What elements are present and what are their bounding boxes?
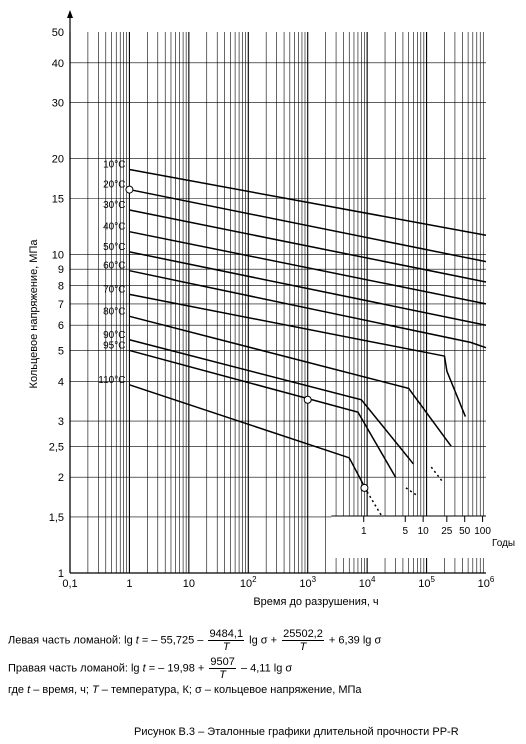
series-label: 50°C — [103, 242, 125, 253]
series-line — [129, 251, 487, 326]
series-line — [129, 349, 397, 478]
series-line — [129, 339, 414, 465]
y-tick-label: 1,5 — [49, 512, 64, 524]
y-tick-label: 3 — [58, 416, 64, 428]
axes — [67, 10, 486, 574]
y-tick-label: 6 — [58, 320, 64, 332]
series-label: 70°C — [103, 284, 125, 295]
series-label: 40°C — [103, 222, 125, 233]
y-tick-label: 15 — [52, 193, 64, 205]
extrapolation-line — [366, 491, 386, 523]
y-axis-label: Кольцевое напряжение, МПа — [28, 239, 40, 389]
formula-where-T: T — [91, 684, 99, 696]
series-line — [129, 269, 487, 349]
formula-right-part2: – 4,11 lg σ — [237, 662, 293, 675]
x-tick-label: 106 — [478, 575, 495, 590]
data-marker — [303, 395, 312, 404]
y-tick-label: 10 — [52, 250, 64, 262]
series-label: 60°C — [103, 261, 125, 272]
y-tick-label: 5 — [58, 345, 64, 357]
series-line — [129, 209, 487, 283]
series-line — [129, 230, 487, 305]
years-tick-label: 50 — [459, 526, 471, 537]
years-tick-label: 100 — [474, 526, 491, 537]
formula-left-frac1-den: T — [222, 641, 230, 653]
x-tick-label: 102 — [240, 575, 257, 590]
y-tick-label: 20 — [52, 154, 64, 166]
formula-left: Левая часть ломаной: lg t = – 55,725 – 9… — [8, 628, 381, 653]
series-label: 20°C — [103, 180, 125, 191]
extrapolation-line — [405, 487, 418, 497]
formula-left-frac2-num: 25502,2 — [282, 628, 324, 641]
years-tick-label: 10 — [418, 526, 430, 537]
y-tick-label: 9 — [58, 264, 64, 276]
formula-left-part2: lg σ + — [246, 634, 281, 647]
x-tick-label: 105 — [418, 575, 435, 590]
data-marker — [125, 185, 134, 194]
series-line — [129, 188, 487, 263]
formula-where-t: t — [27, 684, 31, 696]
formula-right-fraction: 9507 T — [209, 656, 236, 681]
series-label: 10°C — [103, 159, 125, 170]
formula-right-part1: = – 19,98 + — [145, 662, 208, 675]
y-tick-label: 8 — [58, 280, 64, 292]
formula-left-part1: = – 55,725 – — [138, 634, 207, 647]
years-box — [331, 516, 486, 558]
formula-left-fraction-2: 25502,2 T — [282, 628, 324, 653]
y-axis-arrow — [67, 10, 73, 18]
series-label: 30°C — [103, 200, 125, 211]
formula-right-frac-den: T — [219, 669, 227, 681]
grid — [69, 32, 486, 573]
series-line — [129, 168, 487, 236]
x-tick-label: 103 — [299, 575, 316, 590]
years-tick-label: 5 — [402, 526, 408, 537]
years-axis-label: Годы — [492, 538, 515, 549]
formula-left-t: t — [135, 634, 139, 647]
formula-where-part1: – время, ч; — [30, 684, 92, 696]
x-axis-label: Время до разрушения, ч — [253, 596, 378, 608]
years-tick-label: 25 — [441, 526, 453, 537]
y-tick-label: 2 — [58, 472, 64, 484]
formula-legend: где t – время, ч; T – температура, К; σ … — [8, 684, 362, 696]
formula-where-part2: – температура, К; σ – кольцевое напряжен… — [98, 684, 362, 696]
formula-right-t: t — [142, 662, 146, 675]
y-tick-label: 30 — [52, 98, 64, 110]
formula-where-prefix: где — [8, 684, 28, 696]
y-tick-label: 1 — [58, 568, 64, 580]
formula-left-frac2-den: T — [299, 641, 307, 653]
x-tick-label: 0,1 — [62, 578, 77, 590]
years-tick-label: 1 — [361, 526, 367, 537]
formula-left-fraction-1: 9484,1 T — [208, 628, 245, 653]
y-tick-label: 4 — [58, 376, 64, 388]
x-tick-label: 10 — [183, 578, 195, 590]
series-label: 110°C — [98, 375, 125, 386]
x-tick-label: 1 — [126, 578, 132, 590]
figure-caption: Рисунок В.3 – Эталонные графики длительн… — [134, 726, 459, 738]
y-tick-label: 2,5 — [49, 441, 64, 453]
y-tick-label: 50 — [52, 27, 64, 39]
series-line — [129, 384, 368, 493]
formula-right-frac-num: 9507 — [209, 656, 236, 669]
formula-left-frac1-num: 9484,1 — [208, 628, 245, 641]
y-tick-label: 40 — [52, 58, 64, 70]
series-lines: 10°C 20°C 30°C 40°C 50°C 60°C 70°C 80°C 90°C95°C… — [98, 159, 487, 523]
series-label: 90°C — [103, 330, 125, 341]
extrapolation-line — [430, 466, 443, 482]
series-label: 95°C — [103, 340, 125, 351]
formula-right: Правая часть ломаной: lg t = – 19,98 + 9… — [8, 656, 292, 681]
formula-right-prefix: Правая часть ломаной: lg — [8, 662, 143, 675]
series-label: 80°C — [103, 306, 125, 317]
y-tick-label: 7 — [58, 299, 64, 311]
series-line — [129, 315, 452, 447]
series-line — [129, 293, 467, 417]
formula-left-part3: + 6,39 lg σ — [325, 634, 382, 647]
data-marker — [360, 483, 369, 492]
formula-left-prefix: Левая часть ломаной: lg — [8, 634, 136, 647]
x-tick-label: 104 — [359, 575, 376, 590]
